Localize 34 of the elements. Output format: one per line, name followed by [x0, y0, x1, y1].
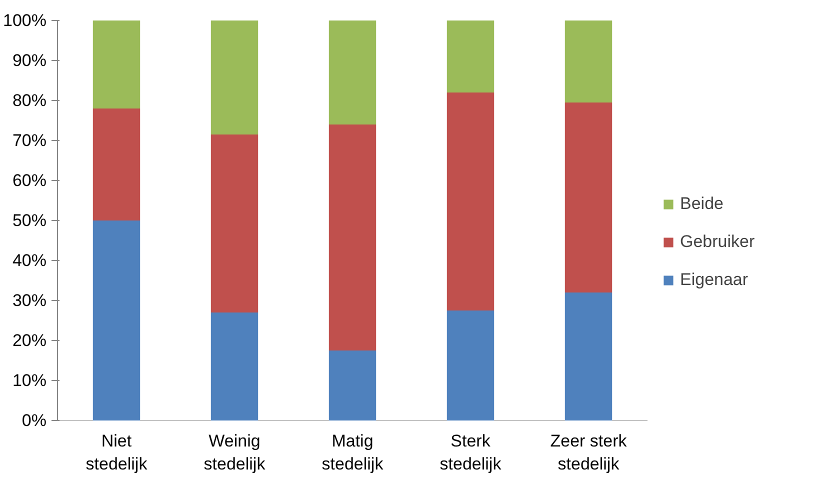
bar	[564, 20, 612, 102]
bar	[446, 310, 494, 420]
x-tick-label: Niet stedelijk	[86, 432, 148, 474]
bar	[328, 124, 376, 350]
y-tick-label: 30%	[12, 291, 47, 310]
bar	[564, 102, 612, 292]
bar	[446, 92, 494, 310]
bar	[92, 220, 140, 420]
y-tick-label: 40%	[12, 251, 47, 270]
bar	[328, 350, 376, 420]
bar	[564, 292, 612, 420]
bar	[210, 312, 258, 420]
bar	[210, 20, 258, 134]
bar	[92, 108, 140, 220]
legend-label: Beide	[680, 194, 724, 214]
bar	[92, 20, 140, 108]
y-tick-label: 80%	[12, 91, 47, 110]
y-tick-label: 20%	[12, 331, 47, 350]
y-tick-label: 10%	[12, 371, 47, 390]
legend-label: Eigenaar	[680, 270, 748, 290]
x-tick-label: Matig stedelijk	[322, 432, 384, 474]
y-tick-label: 50%	[12, 211, 47, 230]
x-tick-label: Zeer sterk stedelijk	[550, 432, 628, 474]
bar	[210, 134, 258, 312]
bar	[328, 20, 376, 124]
y-tick-label: 100%	[3, 11, 47, 30]
x-tick-label: Weinig stedelijk	[204, 432, 266, 474]
y-tick-label: 90%	[12, 51, 47, 70]
x-tick-label: Sterk stedelijk	[440, 432, 502, 474]
y-tick-label: 0%	[22, 411, 47, 430]
legend-label: Gebruiker	[680, 232, 755, 252]
bar	[446, 20, 494, 92]
y-tick-label: 70%	[12, 131, 47, 150]
y-tick-label: 60%	[12, 171, 47, 190]
